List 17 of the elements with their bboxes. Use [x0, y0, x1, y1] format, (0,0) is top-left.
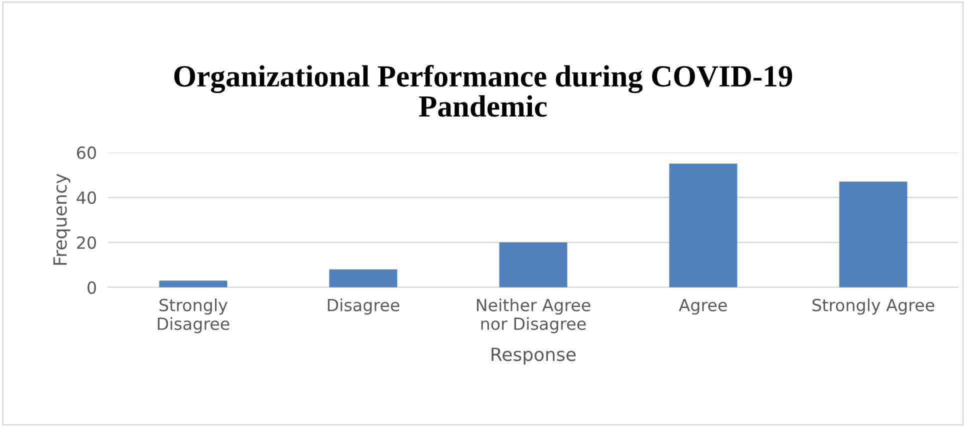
y-tick-label: 0	[88, 281, 96, 294]
chart-title: Organizational Performance during COVID-19 Pandemic	[174, 64, 792, 117]
y-tick-label: 40	[76, 191, 96, 204]
bar	[839, 182, 908, 288]
y-tick-label: 60	[77, 146, 96, 160]
y-axis-title: Frequency	[53, 174, 70, 265]
bar	[159, 280, 228, 288]
x-tick-label: Strongly Agree	[812, 298, 934, 315]
x-tick-label: Neither Agree nor Disagree	[476, 298, 590, 334]
bar	[329, 269, 398, 288]
x-tick-label: Strongly Disagree	[158, 298, 230, 334]
x-axis-title: Response	[492, 348, 576, 365]
bar	[669, 164, 738, 288]
x-tick-label: Agree	[678, 298, 727, 315]
y-tick-label: 20	[77, 236, 96, 249]
x-tick-label: Disagree	[328, 298, 400, 315]
bar	[499, 242, 568, 288]
